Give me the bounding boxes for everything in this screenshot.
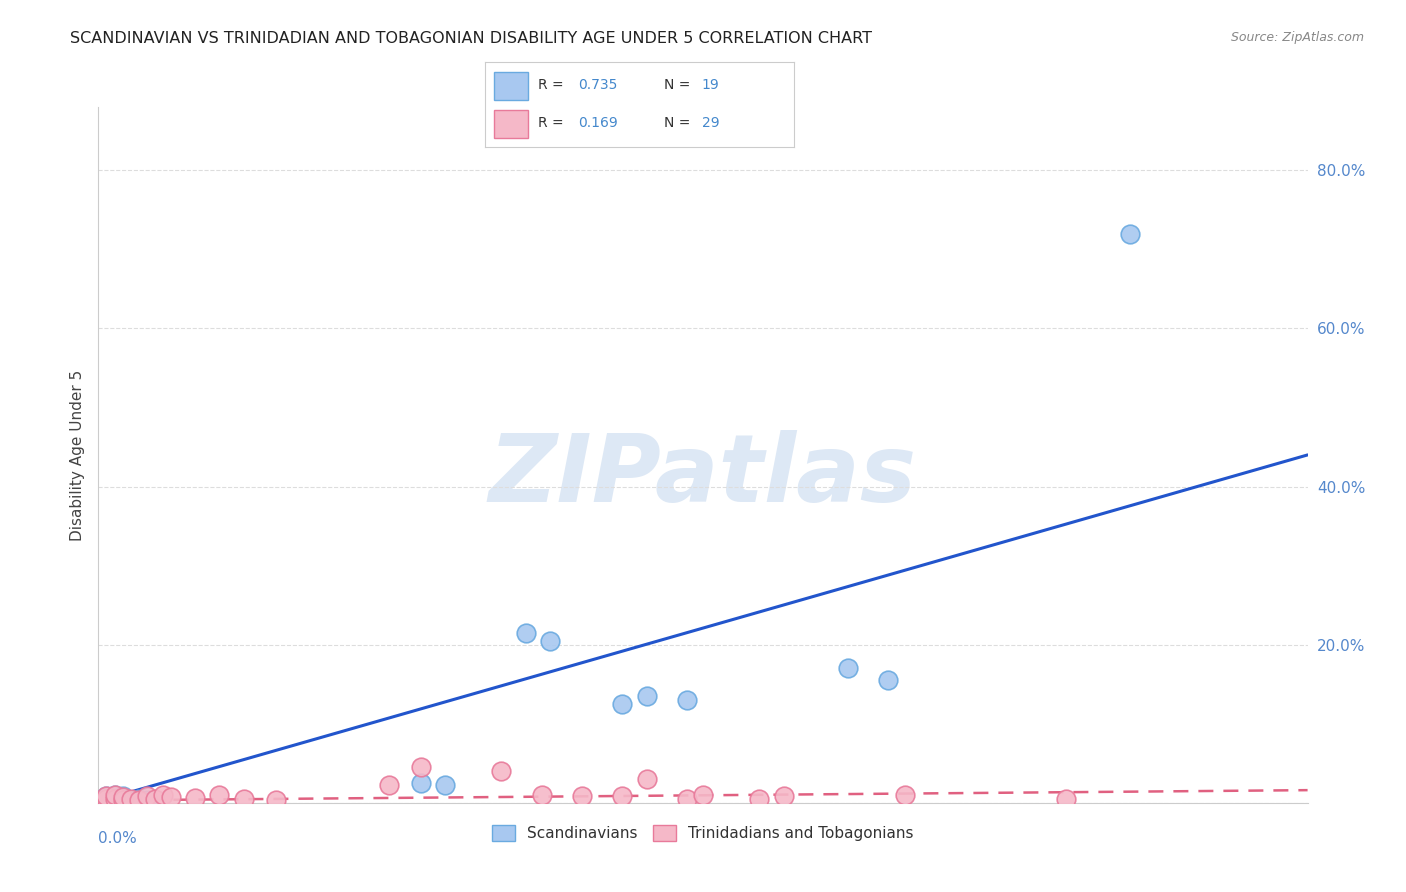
Point <box>120 792 142 806</box>
Point <box>160 790 183 805</box>
Point <box>152 788 174 802</box>
Point <box>491 764 513 779</box>
Point <box>612 697 634 711</box>
Point <box>877 673 900 688</box>
Point <box>837 661 859 675</box>
Text: Source: ZipAtlas.com: Source: ZipAtlas.com <box>1230 31 1364 45</box>
Text: SCANDINAVIAN VS TRINIDADIAN AND TOBAGONIAN DISABILITY AGE UNDER 5 CORRELATION CH: SCANDINAVIAN VS TRINIDADIAN AND TOBAGONI… <box>70 31 872 46</box>
Point <box>409 760 432 774</box>
Point <box>135 789 157 804</box>
Point <box>135 793 157 807</box>
Bar <box>495 71 529 100</box>
Text: R =: R = <box>537 78 568 92</box>
Point <box>111 792 134 806</box>
Point <box>208 788 231 802</box>
Text: 19: 19 <box>702 78 720 92</box>
Point <box>103 792 125 806</box>
Point <box>96 789 118 804</box>
Point <box>434 778 457 792</box>
Text: 0.735: 0.735 <box>578 78 617 92</box>
Text: ZIPatlas: ZIPatlas <box>489 430 917 522</box>
Point <box>772 789 794 804</box>
Point <box>128 793 150 807</box>
Point <box>409 776 432 790</box>
Point <box>143 792 166 806</box>
Point <box>571 789 593 804</box>
Point <box>636 689 658 703</box>
Point <box>103 792 125 806</box>
Point <box>128 792 150 806</box>
Legend: Scandinavians, Trinidadians and Tobagonians: Scandinavians, Trinidadians and Tobagoni… <box>486 819 920 847</box>
Point <box>530 788 553 802</box>
Point <box>103 788 125 802</box>
Y-axis label: Disability Age Under 5: Disability Age Under 5 <box>69 369 84 541</box>
Bar <box>495 110 529 138</box>
Point <box>1119 227 1142 241</box>
Point <box>96 792 118 806</box>
Point <box>377 778 399 792</box>
Point <box>111 790 134 805</box>
Text: N =: N = <box>665 78 695 92</box>
Point <box>612 789 634 804</box>
Point <box>676 792 699 806</box>
Text: N =: N = <box>665 117 695 130</box>
Point <box>538 633 561 648</box>
Point <box>120 793 142 807</box>
Point <box>111 793 134 807</box>
Point <box>676 693 699 707</box>
Point <box>184 791 207 805</box>
Point <box>636 772 658 786</box>
Point <box>96 792 118 806</box>
Text: R =: R = <box>537 117 568 130</box>
Point <box>264 793 287 807</box>
Text: 29: 29 <box>702 117 720 130</box>
Point <box>692 788 714 802</box>
Point <box>232 792 254 806</box>
Text: 0.169: 0.169 <box>578 117 617 130</box>
Point <box>748 792 770 806</box>
Point <box>1054 792 1077 806</box>
Point <box>893 788 915 802</box>
Point <box>96 789 118 804</box>
Point <box>103 788 125 802</box>
Text: 0.0%: 0.0% <box>98 830 138 846</box>
Point <box>111 789 134 804</box>
Point <box>515 625 537 640</box>
